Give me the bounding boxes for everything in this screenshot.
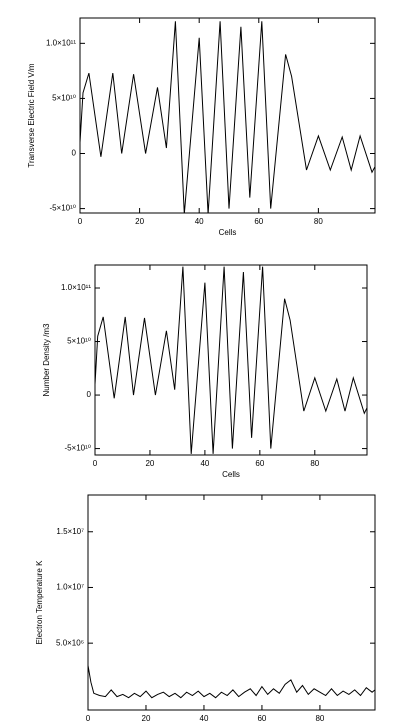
y-axis-label: Electron Temperature K (35, 560, 44, 645)
y-tick-label: -5×10¹⁰ (49, 204, 76, 213)
x-axis-label: Cells (219, 228, 237, 237)
x-tick-label: 0 (78, 217, 83, 226)
y-tick-label: 5.0×10⁶ (56, 638, 84, 647)
y-tick-label: 0 (72, 149, 77, 158)
x-tick-label: 80 (310, 459, 319, 468)
y-tick-label: 1.5×10⁷ (56, 527, 84, 536)
y-tick-label: 1.0×10⁷ (56, 583, 84, 592)
y-axis-label: Transverse Electric Field V/m (27, 63, 36, 168)
data-line (80, 21, 375, 213)
x-tick-label: 40 (200, 459, 209, 468)
y-axis-label: Number Density /m3 (42, 323, 51, 396)
x-tick-label: 60 (257, 714, 266, 723)
y-tick-label: 1.0×10¹¹ (61, 283, 91, 292)
x-tick-label: 20 (142, 714, 151, 723)
x-tick-label: 60 (255, 459, 264, 468)
plot-frame (87, 494, 376, 711)
x-tick-label: 60 (254, 217, 263, 226)
y-tick-label: 0 (87, 390, 92, 399)
x-tick-label: 40 (195, 217, 204, 226)
data-line (95, 266, 367, 454)
x-axis-label: Cells (222, 470, 240, 479)
x-tick-label: 20 (145, 459, 154, 468)
y-tick-label: 5×10¹⁰ (52, 94, 76, 103)
x-tick-label: 0 (93, 459, 98, 468)
x-tick-label: 40 (200, 714, 209, 723)
y-tick-label: -5×10¹⁰ (64, 444, 91, 453)
x-tick-label: 80 (315, 714, 324, 723)
plot-frame (79, 17, 376, 214)
x-tick-label: 20 (135, 217, 144, 226)
x-tick-label: 0 (86, 714, 91, 723)
data-line (88, 665, 375, 699)
y-tick-label: 1.0×10¹¹ (46, 38, 76, 47)
y-tick-label: 5×10¹⁰ (67, 337, 91, 346)
plot-frame (94, 264, 368, 456)
x-tick-label: 80 (314, 217, 323, 226)
